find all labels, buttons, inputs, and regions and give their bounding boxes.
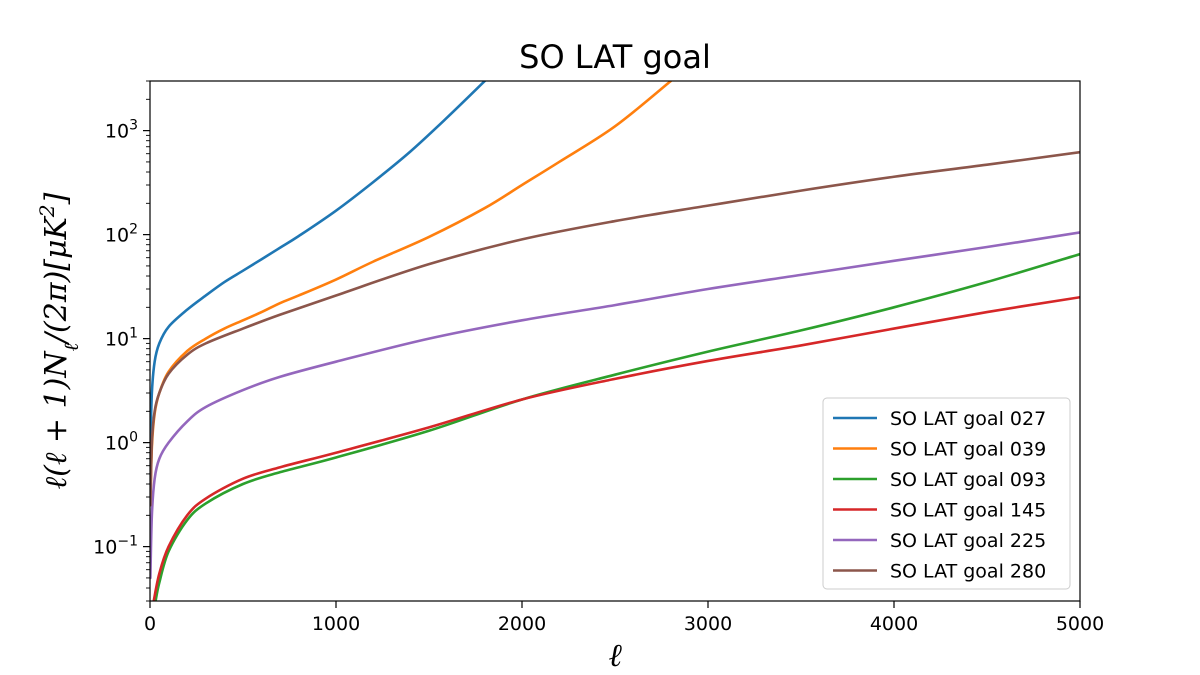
y-tick-label: 10−1 [93,534,138,559]
legend-label: SO LAT goal 225 [890,530,1046,552]
y-tick-label: 102 [105,222,138,247]
legend-items: SO LAT goal 027 SO LAT goal 039 SO LAT goa… [833,408,1046,583]
series-line-2 [154,252,1080,601]
x-tick-label: 1000 [312,613,360,635]
legend: SO LAT goal 027 SO LAT goal 039 SO LAT goa… [822,397,1071,590]
plot-frame [149,80,1081,602]
chart-title: SO LAT goal [519,38,711,76]
legend-label: SO LAT goal 027 [890,408,1046,430]
legend-label: SO LAT goal 280 [890,561,1046,583]
legend-label: SO LAT goal 039 [890,439,1046,461]
x-tick-label: 0 [144,613,156,635]
series-line-4 [150,231,1080,580]
x-axis-ticks: 0 1000 2000 3000 4000 5000 [144,601,1104,635]
y-axis-ticks: 10−1 100 101 102 103 [93,80,150,602]
legend-box [822,397,1071,590]
x-tick-label: 3000 [684,613,732,635]
x-tick-label: 5000 [1056,613,1104,635]
y-tick-label: 101 [105,326,138,351]
series-line-5 [150,150,1080,507]
y-axis-label: ℓ(ℓ + 1)Nℓ/(2π)[μK2] [35,192,83,489]
series-line-3 [152,295,1080,601]
y-tick-label: 103 [105,118,138,143]
x-tick-label: 4000 [870,613,918,635]
legend-label: SO LAT goal 145 [890,500,1046,522]
series-line-0 [150,81,487,449]
series-layer [150,81,1080,601]
x-axis-label: ℓ [608,636,622,674]
series-line-1 [150,81,673,507]
legend-label: SO LAT goal 093 [890,469,1046,491]
y-tick-label: 100 [105,430,138,455]
x-tick-label: 2000 [498,613,546,635]
